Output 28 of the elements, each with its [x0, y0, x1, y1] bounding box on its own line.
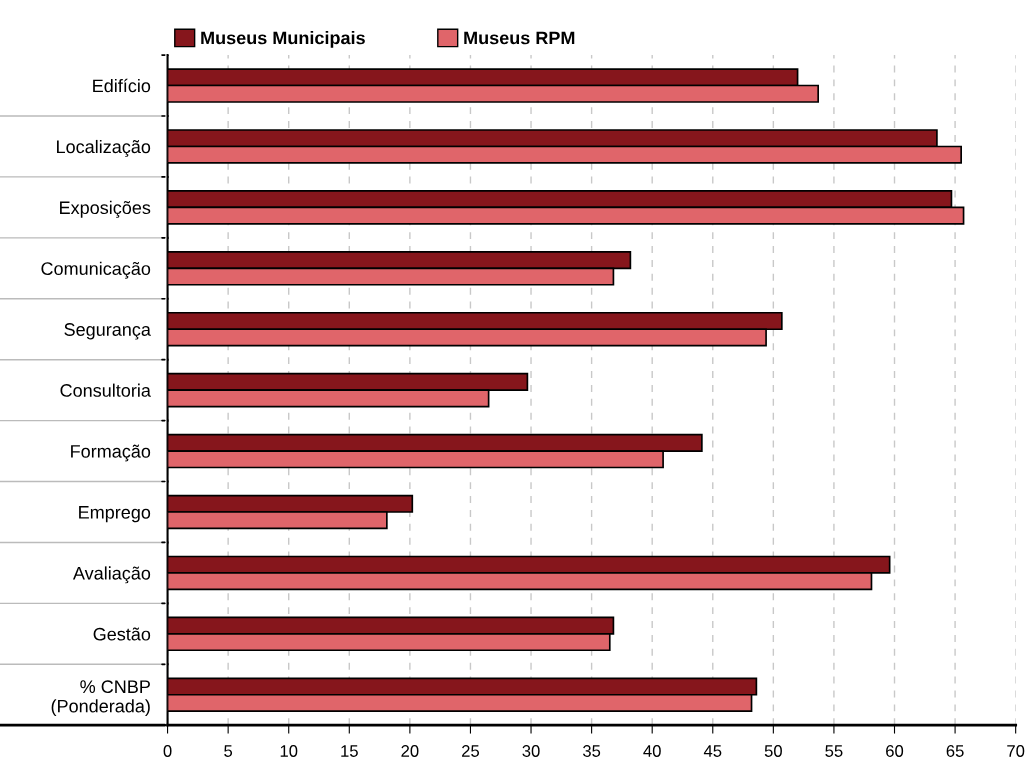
x-tick-label: 30	[522, 745, 540, 757]
y-tick-label: Consultoria	[60, 383, 151, 397]
x-tick-label: 65	[946, 745, 964, 757]
x-tick-label: 35	[582, 745, 601, 757]
x-tick-label: 0	[163, 745, 172, 757]
x-tick-label: 25	[462, 745, 480, 757]
y-tick-label: Comunicação	[41, 261, 151, 279]
x-tick-label: 20	[401, 745, 419, 757]
x-tick-label: 50	[764, 745, 782, 757]
x-tick-label: 55	[825, 745, 843, 757]
y-tick-label: Segurança	[64, 323, 151, 340]
x-tick-label: 5	[224, 745, 233, 757]
x-tick-label: 60	[886, 745, 904, 757]
legend-label: Museus RPM	[464, 31, 575, 45]
y-tick-label: Localização	[57, 139, 151, 157]
y-tick-label: Edifício	[93, 78, 151, 93]
x-tick-label: 15	[341, 745, 358, 757]
y-tick-label: Exposições	[60, 200, 151, 218]
x-tick-label: 10	[280, 745, 298, 757]
x-tick-label: 70	[1007, 745, 1025, 757]
x-tick-label: 45	[703, 745, 722, 757]
y-tick-label: Avaliação	[72, 566, 151, 584]
y-tick-label: % CNBP (Ponderada)	[51, 680, 150, 717]
y-tick-label: Gestão	[93, 627, 151, 641]
y-tick-label: Formação	[71, 444, 151, 462]
x-tick-label: 40	[643, 745, 661, 757]
y-tick-label: Emprego	[79, 506, 151, 523]
legend-label: Museus Municipais	[201, 31, 365, 48]
